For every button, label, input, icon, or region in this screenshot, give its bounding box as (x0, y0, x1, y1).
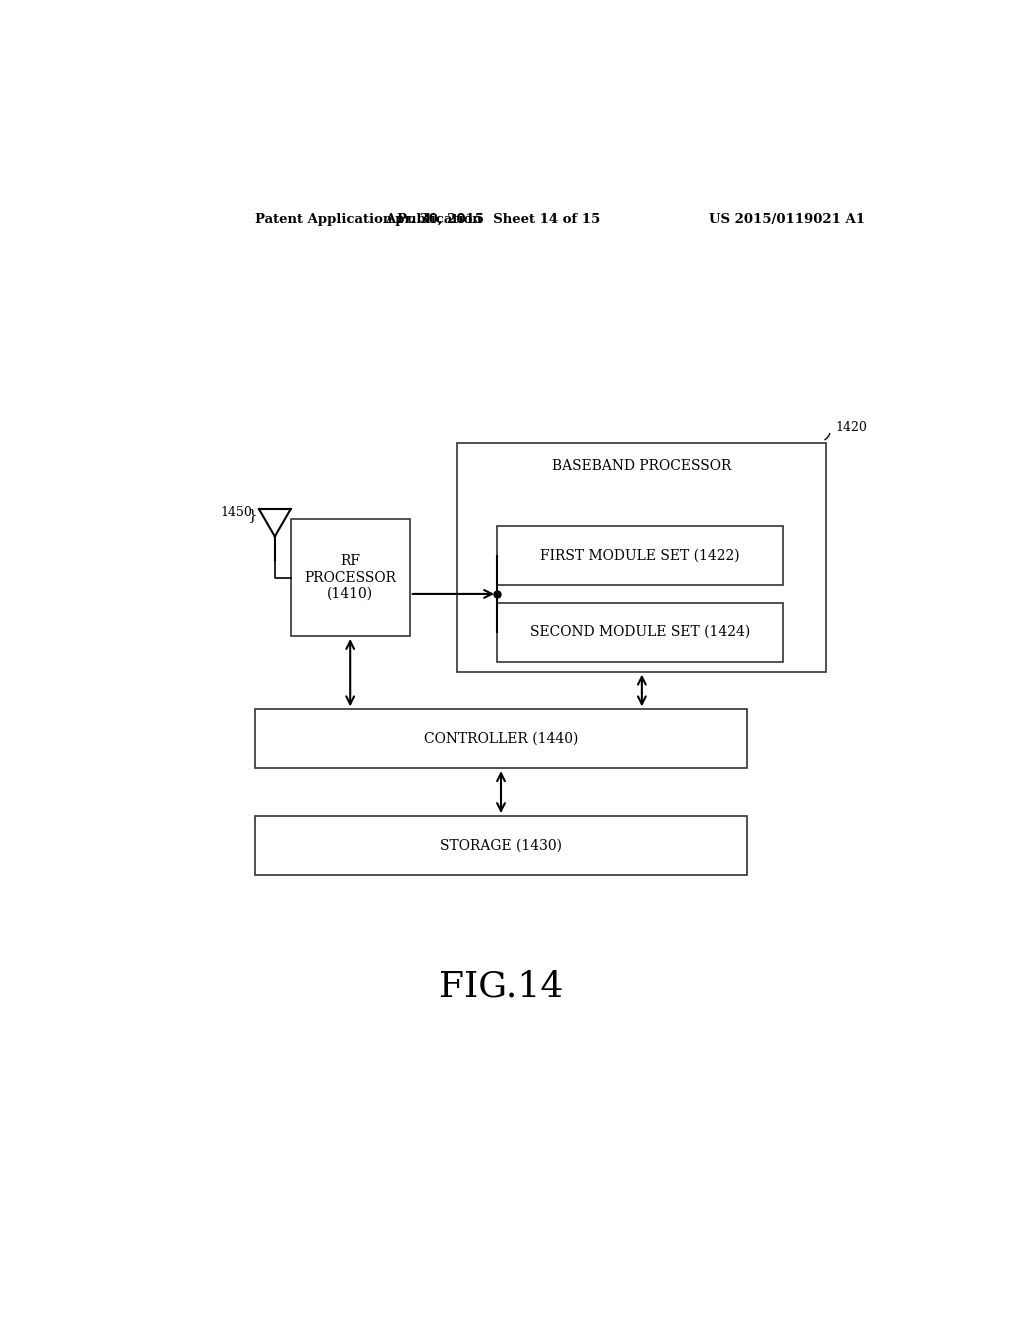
Text: 1420: 1420 (836, 421, 867, 434)
Bar (497, 602, 782, 661)
Text: SECOND MODULE SET (1424): SECOND MODULE SET (1424) (529, 626, 750, 639)
Text: Apr. 30, 2015  Sheet 14 of 15: Apr. 30, 2015 Sheet 14 of 15 (385, 213, 601, 226)
Bar (255, 816, 748, 875)
Bar (497, 527, 782, 585)
Text: FIRST MODULE SET (1422): FIRST MODULE SET (1422) (540, 549, 739, 562)
Text: Patent Application Publication: Patent Application Publication (255, 213, 481, 226)
Bar (255, 709, 748, 768)
Text: CONTROLLER (1440): CONTROLLER (1440) (424, 731, 579, 746)
Text: RF
PROCESSOR
(1410): RF PROCESSOR (1410) (304, 554, 396, 601)
Text: }: } (247, 508, 257, 521)
Bar (291, 519, 410, 636)
Text: FIG.14: FIG.14 (439, 970, 563, 1003)
Bar (458, 444, 826, 672)
Text: BASEBAND PROCESSOR: BASEBAND PROCESSOR (552, 459, 731, 474)
Text: STORAGE (1430): STORAGE (1430) (440, 838, 562, 853)
Text: US 2015/0119021 A1: US 2015/0119021 A1 (709, 213, 864, 226)
Text: 1450: 1450 (221, 506, 253, 519)
